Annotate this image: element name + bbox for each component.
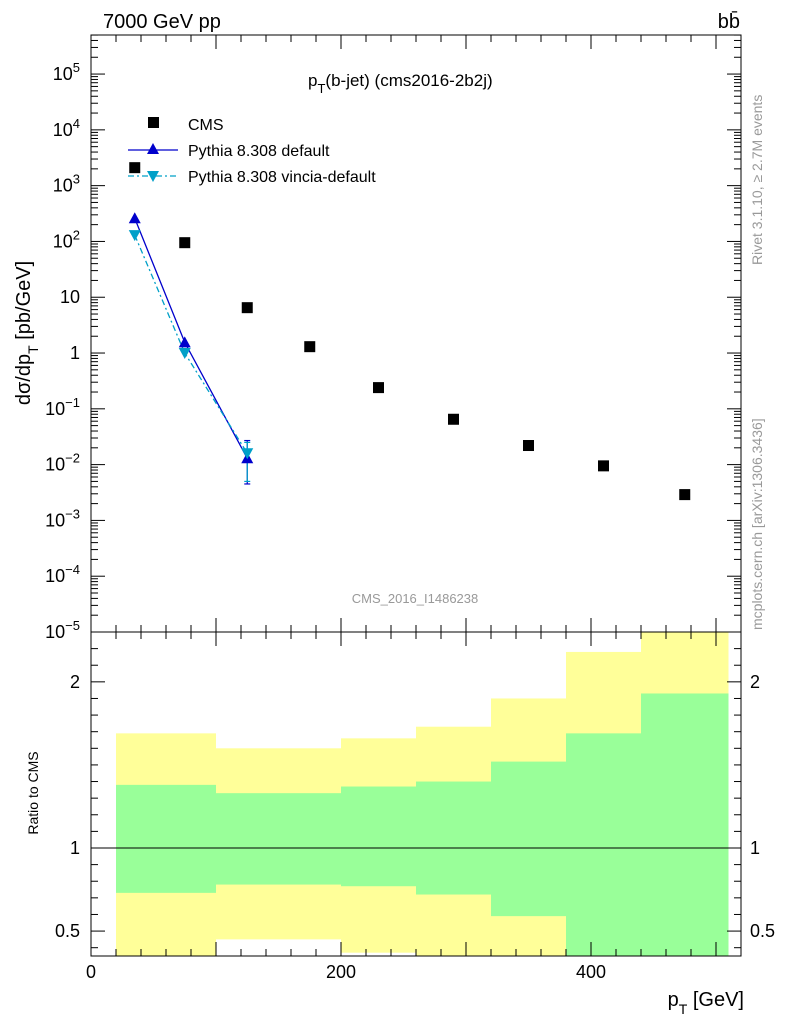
axis-tick-labels: 0 200 400 10−5 10−4 10−3 10−2 10−1 1 10 102 103 104 1… xyxy=(45,60,775,982)
series-line xyxy=(134,234,248,454)
y-axis-label-sub: T xyxy=(25,345,41,354)
plot-title-main: p xyxy=(308,71,317,90)
pythia-default-point xyxy=(128,212,141,224)
ratio-band-inner xyxy=(416,781,491,895)
x-axis-label-unit: [GeV] xyxy=(687,989,744,1011)
ratio-tick-label-right: 1 xyxy=(750,838,760,858)
x-axis-label: pT [GeV] xyxy=(668,989,744,1017)
x-tick-label: 200 xyxy=(326,962,356,982)
cms-data-point xyxy=(129,162,141,174)
y-axis-label-text: dσ/dpT [pb/GeV] xyxy=(13,261,41,405)
y-tick-label: 103 xyxy=(53,172,80,196)
axis-ticks xyxy=(90,34,742,956)
legend-marker-pythia-default xyxy=(147,143,159,154)
cms-data-point xyxy=(241,302,253,314)
x-tick-label: 0 xyxy=(86,962,96,982)
y-axis-label-main: dσ/dp xyxy=(13,354,35,405)
series-lines xyxy=(134,218,248,459)
process-label: bb̄ xyxy=(718,10,740,33)
plot-title-rest: (b-jet) (cms2016-2b2j) xyxy=(325,71,492,90)
series-line xyxy=(134,218,248,459)
ratio-tick-label-right: 0.5 xyxy=(750,921,775,941)
ratio-tick-label-left: 2 xyxy=(70,672,80,692)
ratio-bands xyxy=(116,632,729,956)
y-axis-label-unit: [pb/GeV] xyxy=(13,261,35,346)
vincia-point xyxy=(128,230,141,242)
ratio-y-axis-label-text: Ratio to CMS xyxy=(25,751,41,834)
legend-marker-vincia xyxy=(147,171,159,182)
plot-title: pT(b-jet) (cms2016-2b2j) xyxy=(308,71,493,96)
vincia-point xyxy=(178,348,191,360)
pythia-default-point xyxy=(178,336,191,348)
y-axis-label: dσ/dpT [pb/GeV] xyxy=(13,261,41,405)
energy-label: 7000 GeV pp xyxy=(103,11,221,33)
y-tick-label: 10−4 xyxy=(45,562,80,586)
ratio-band-inner xyxy=(491,761,566,917)
ratio-band-inner xyxy=(341,786,416,887)
cms-data-point xyxy=(304,341,316,353)
cms-data-point xyxy=(598,460,609,472)
y-tick-label: 10−1 xyxy=(45,395,80,419)
x-tick-label: 400 xyxy=(576,962,606,982)
y-tick-label: 10−5 xyxy=(45,618,80,642)
ratio-tick-label-left: 0.5 xyxy=(55,921,80,941)
cms-data-point xyxy=(179,237,191,249)
analysis-watermark: CMS_2016_I1486238 xyxy=(352,591,479,606)
cms-data-point xyxy=(523,440,534,452)
legend-label-cms: CMS xyxy=(188,117,224,134)
vincia-point xyxy=(241,448,254,460)
cms-data-point xyxy=(448,413,459,425)
ratio-band-inner xyxy=(216,793,341,885)
y-tick-label: 104 xyxy=(53,116,80,140)
legend-label-pythia-default: Pythia 8.308 default xyxy=(188,143,330,160)
ratio-tick-label-right: 2 xyxy=(750,672,760,692)
y-tick-label: 105 xyxy=(53,60,80,84)
ratio-y-axis-label: Ratio to CMS xyxy=(25,751,41,834)
side-source-text: mcplots.cern.ch [arXiv:1306.3436] xyxy=(749,418,765,630)
y-tick-label: 1 xyxy=(70,343,80,363)
x-axis-label-sub: T xyxy=(679,1001,688,1017)
y-tick-label: 102 xyxy=(53,227,80,251)
y-tick-label: 10 xyxy=(60,287,80,307)
x-axis-label-main: p xyxy=(668,989,679,1011)
y-tick-label: 10−3 xyxy=(45,506,80,530)
side-rivet-label: Rivet 3.1.10, ≥ 2.7M events xyxy=(749,95,765,265)
y-tick-label: 10−2 xyxy=(45,451,80,475)
side-source-label: mcplots.cern.ch [arXiv:1306.3436] xyxy=(749,418,765,630)
cms-data-point xyxy=(679,489,691,501)
legend-label-vincia: Pythia 8.308 vincia-default xyxy=(188,169,376,186)
ratio-tick-label-left: 1 xyxy=(70,838,80,858)
cms-data-point xyxy=(373,382,384,394)
ratio-band-inner xyxy=(566,733,641,956)
ratio-band-inner xyxy=(641,693,729,956)
ratio-band-inner xyxy=(116,784,216,893)
series-markers xyxy=(128,162,691,501)
legend-marker-cms xyxy=(148,117,159,128)
legend: CMS Pythia 8.308 default Pythia 8.308 vi… xyxy=(128,117,376,186)
plot-title-sub: T xyxy=(317,81,325,96)
side-rivet-text: Rivet 3.1.10, ≥ 2.7M events xyxy=(749,95,765,265)
